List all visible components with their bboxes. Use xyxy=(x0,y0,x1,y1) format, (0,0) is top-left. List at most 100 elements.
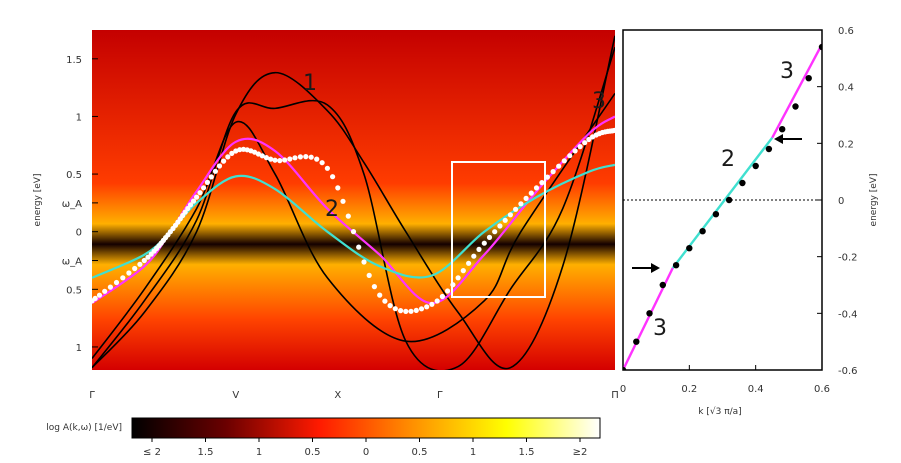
left-series-5-point-39 xyxy=(229,150,235,156)
left-series-5-point-40 xyxy=(233,148,239,154)
colorbar-tick-label-6: 1 xyxy=(470,447,476,458)
left-series-5-point-54 xyxy=(292,155,298,161)
left-series-1-line xyxy=(92,47,615,370)
right-data-point-6 xyxy=(699,228,706,235)
left-y-axis-label: energy [eV] xyxy=(33,174,43,227)
left-x-tick-label-2: X xyxy=(334,390,341,401)
left-series-5-point-109 xyxy=(582,140,588,146)
colorbar-tick-label-5: 0.5 xyxy=(412,447,428,458)
left-series-5-point-2 xyxy=(96,292,103,298)
left-series-5-point-98 xyxy=(523,195,529,201)
left-series-5-point-80 xyxy=(429,301,435,307)
right-x-tick-label-0: 0 xyxy=(620,384,626,395)
left-series-5-point-68 xyxy=(366,272,372,278)
left-series-5-point-87 xyxy=(466,260,472,266)
left-y-tick-label-6: 0.5 xyxy=(66,285,82,296)
left-series-5-point-50 xyxy=(272,157,278,163)
left-series-5-point-58 xyxy=(314,156,320,162)
left-series-5-point-69 xyxy=(371,284,377,290)
right-data-point-1 xyxy=(633,338,640,345)
left-series-5-point-47 xyxy=(259,153,265,159)
left-series-5-point-67 xyxy=(361,259,367,265)
left-series-5-point-32 xyxy=(201,185,207,191)
left-series-5-point-88 xyxy=(471,253,477,259)
left-x-tick-label-3: Γ xyxy=(437,390,443,401)
left-series-5-point-59 xyxy=(319,160,325,166)
left-series-5-point-94 xyxy=(502,217,508,223)
left-series-5-point-11 xyxy=(145,254,151,260)
left-series-5-point-110 xyxy=(586,136,592,143)
left-series-5-point-64 xyxy=(345,213,351,219)
left-series-5-point-37 xyxy=(221,158,227,164)
right-data-point-5 xyxy=(686,245,693,252)
left-series-5-point-9 xyxy=(137,261,143,267)
left-series-5-point-63 xyxy=(340,198,346,204)
left-series-5-point-75 xyxy=(403,308,409,314)
left-series-5-point-55 xyxy=(297,154,303,160)
left-y-tick-label-4: 0 xyxy=(76,228,82,239)
left-series-5-point-65 xyxy=(350,229,357,235)
left-series-5-point-97 xyxy=(518,201,524,207)
left-series-5-point-7 xyxy=(126,270,132,276)
right-y-tick-label-5: 0.4 xyxy=(838,83,854,94)
right-data-point-4 xyxy=(672,262,680,269)
left-series-0-line xyxy=(92,35,615,370)
left-series-5-point-34 xyxy=(208,174,214,180)
right-x-tick-label-3: 0.6 xyxy=(814,384,830,395)
right-y-tick-label-0: -0.6 xyxy=(838,366,858,377)
left-y-tick-label-7: 1 xyxy=(76,343,82,354)
right-data-point-7 xyxy=(712,211,720,218)
right-data-point-9 xyxy=(739,179,746,187)
left-series-5-point-4 xyxy=(107,284,113,290)
left-series-5-point-36 xyxy=(216,163,223,169)
left-y-tick-label-0: 1.5 xyxy=(66,55,82,66)
colorbar-tick-label-3: 0.5 xyxy=(305,447,321,458)
right-series-2-line xyxy=(771,43,822,139)
right-data-point-8 xyxy=(725,196,733,204)
band-label-1: 1 xyxy=(303,71,317,96)
left-series-5-point-79 xyxy=(424,304,430,310)
left-series-5-point-77 xyxy=(413,307,419,313)
zoom-window-box xyxy=(451,161,546,298)
left-series-5-point-83 xyxy=(445,288,451,294)
left-series-5-point-108 xyxy=(577,144,583,150)
left-series-5-point-102 xyxy=(544,174,551,180)
right-data-point-0 xyxy=(623,366,627,370)
left-series-5-point-66 xyxy=(356,244,362,250)
left-series-5-point-8 xyxy=(132,265,138,272)
left-series-5-point-107 xyxy=(572,148,578,154)
left-y-tick-label-3: ω_A xyxy=(62,199,82,210)
left-series-5-point-51 xyxy=(277,158,283,164)
left-series-5-point-57 xyxy=(308,154,314,160)
left-y-tick-label-2: 0.5 xyxy=(66,170,82,181)
left-series-5-point-89 xyxy=(476,246,482,252)
left-series-5-point-120 xyxy=(612,127,615,133)
left-series-5-point-73 xyxy=(392,306,398,312)
right-data-point-12 xyxy=(779,126,786,133)
right-x-axis-label: k [√3 π/a] xyxy=(698,406,741,417)
left-series-5-point-76 xyxy=(408,308,414,314)
zoom-band-label-3-upper: 3 xyxy=(780,59,794,84)
left-series-5-point-35 xyxy=(212,168,218,174)
left-series-5-point-82 xyxy=(439,293,445,300)
left-series-5-point-100 xyxy=(533,185,540,191)
right-x-tick-label-1: 0.2 xyxy=(681,384,697,395)
left-series-5-point-103 xyxy=(550,169,556,175)
left-series-5-point-86 xyxy=(460,268,466,274)
left-series-5-point-29 xyxy=(190,198,197,204)
colorbar xyxy=(131,417,601,439)
left-series-5-point-27 xyxy=(185,205,191,212)
left-series-5-point-48 xyxy=(263,155,269,161)
band-label-2: 2 xyxy=(325,197,339,222)
arrow-left-icon xyxy=(774,134,802,144)
left-series-5-point-10 xyxy=(141,257,147,264)
colorbar-tick-label-1: 1.5 xyxy=(198,447,214,458)
left-series-5-point-3 xyxy=(102,288,108,294)
left-series-5-point-99 xyxy=(528,190,534,196)
left-series-5-point-74 xyxy=(398,308,404,314)
left-series-5-point-85 xyxy=(455,275,461,281)
left-series-5-point-71 xyxy=(382,298,388,304)
colorbar-tick-label-2: 1 xyxy=(256,447,262,458)
left-series-5-point-41 xyxy=(237,147,243,153)
